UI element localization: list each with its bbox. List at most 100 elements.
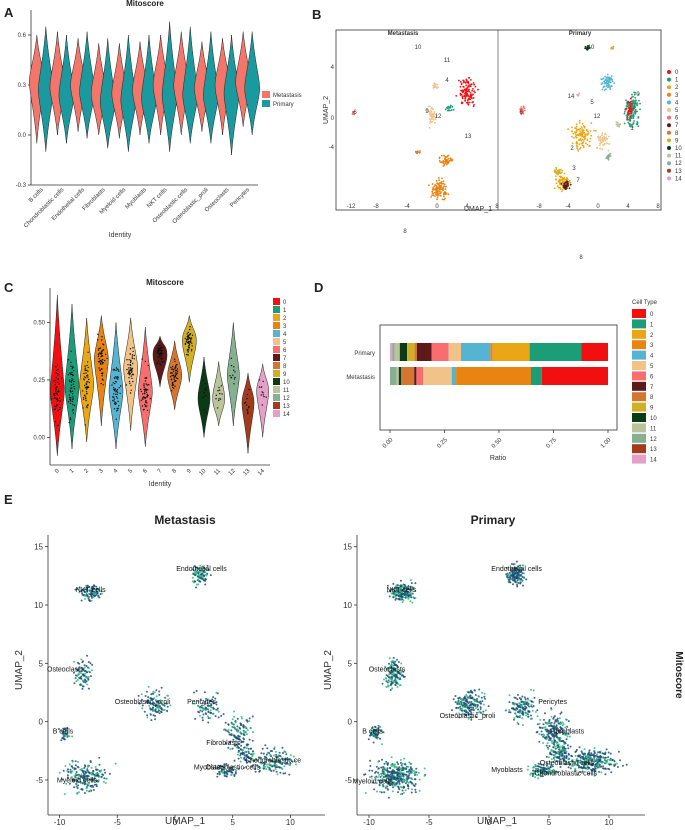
panel-b-point bbox=[574, 133, 577, 135]
panel-e-point bbox=[400, 778, 403, 781]
panel-e-point bbox=[379, 781, 382, 784]
panel-e-point bbox=[549, 730, 552, 732]
panel-e-point bbox=[163, 704, 166, 707]
panel-e-point bbox=[478, 688, 481, 691]
panel-c-point bbox=[86, 405, 88, 407]
panel-b-point bbox=[438, 177, 440, 179]
panel-e-point bbox=[392, 664, 394, 667]
panel-b-point bbox=[430, 196, 432, 198]
panel-e-point bbox=[386, 769, 389, 772]
panel-e-point bbox=[206, 708, 209, 711]
panel-e-point bbox=[223, 766, 225, 769]
panel-c-point bbox=[248, 388, 250, 391]
panel-e-point bbox=[197, 705, 200, 708]
panel-b-point bbox=[557, 186, 560, 189]
panel-b-point bbox=[578, 129, 580, 131]
panel-b-umap-clusters: Metastasis Primary 101141291368012357814… bbox=[323, 29, 682, 261]
panel-e-point bbox=[87, 675, 90, 678]
panel-b-legend-dot bbox=[667, 100, 671, 105]
panel-c-point bbox=[129, 353, 131, 355]
panel-b-point bbox=[631, 123, 633, 126]
panel-d-legend-label: 11 bbox=[650, 426, 657, 432]
panel-c-point bbox=[115, 377, 118, 379]
panel-e-point bbox=[465, 693, 468, 696]
panel-e-point bbox=[563, 730, 566, 733]
panel-b-point bbox=[603, 80, 606, 83]
panel-e-point bbox=[66, 774, 69, 777]
panel-e-point bbox=[251, 754, 254, 757]
panel-c-x-tick-label: 3 bbox=[98, 468, 105, 475]
panel-e-point bbox=[73, 774, 76, 777]
panel-b-legend-label: 1 bbox=[675, 78, 679, 84]
panel-e-point bbox=[85, 776, 87, 779]
panel-c-violin bbox=[256, 363, 269, 438]
panel-e-point bbox=[508, 711, 511, 714]
panel-e-point bbox=[393, 766, 396, 769]
panel-e-point bbox=[412, 769, 415, 772]
panel-c-point bbox=[73, 404, 76, 407]
panel-e-point bbox=[265, 768, 268, 771]
panel-b-point bbox=[605, 136, 607, 139]
panel-b-point bbox=[443, 192, 446, 194]
panel-e-point bbox=[414, 788, 417, 791]
panel-a-title: Mitoscore bbox=[126, 0, 164, 8]
panel-b-point bbox=[442, 180, 445, 183]
panel-e-point bbox=[470, 716, 473, 719]
panel-e-point bbox=[374, 771, 376, 774]
panel-e-point bbox=[386, 681, 389, 684]
panel-b-legend-label: 2 bbox=[675, 85, 679, 91]
panel-b-point bbox=[572, 132, 575, 135]
panel-e-point bbox=[255, 758, 258, 761]
panel-e-point bbox=[85, 665, 88, 667]
panel-c-x-tick-label: 2 bbox=[83, 468, 90, 475]
panel-e-point bbox=[481, 712, 484, 715]
panel-b-point bbox=[567, 128, 569, 131]
panel-e-point bbox=[400, 786, 403, 789]
panel-e-point bbox=[243, 746, 246, 749]
panel-e-point bbox=[405, 770, 408, 773]
panel-e-point bbox=[158, 690, 161, 693]
panel-e-point bbox=[80, 670, 83, 673]
panel-e-point bbox=[76, 669, 79, 672]
panel-e-point bbox=[467, 717, 470, 720]
panel-e-point bbox=[93, 593, 95, 596]
panel-c-legend-swatch bbox=[273, 322, 280, 329]
panel-e-point bbox=[245, 747, 248, 750]
panel-c-point bbox=[54, 381, 57, 384]
panel-e-point bbox=[522, 711, 524, 714]
panel-c-point bbox=[71, 390, 74, 392]
panel-c-point bbox=[97, 355, 100, 358]
panel-b-point bbox=[581, 131, 583, 134]
panel-b-point bbox=[520, 108, 523, 110]
panel-e-point bbox=[220, 714, 223, 717]
panel-e-point bbox=[516, 585, 519, 588]
panel-e-cell-label: Osteoclasts bbox=[47, 667, 84, 674]
panel-b-point bbox=[428, 110, 430, 113]
panel-e-point bbox=[262, 752, 265, 755]
panel-e-point bbox=[155, 701, 158, 703]
panel-e-point bbox=[379, 790, 382, 793]
panel-e-point bbox=[391, 772, 394, 775]
panel-e-point bbox=[201, 710, 204, 713]
panel-e-point bbox=[379, 775, 382, 778]
panel-b-point bbox=[607, 149, 610, 152]
panel-e-point bbox=[85, 787, 88, 790]
panel-c-point bbox=[188, 349, 190, 351]
panel-e-point bbox=[237, 738, 240, 741]
panel-e-point bbox=[388, 676, 390, 679]
panel-e-point bbox=[413, 778, 416, 781]
panel-c-point bbox=[71, 368, 73, 370]
panel-e-point bbox=[205, 574, 208, 577]
panel-b-legend-dot bbox=[667, 70, 671, 74]
panel-e-point bbox=[470, 718, 473, 721]
panel-e-point bbox=[273, 754, 275, 757]
panel-e-point bbox=[540, 733, 543, 736]
panel-e-point bbox=[88, 778, 91, 781]
panel-e-point bbox=[104, 771, 107, 774]
panel-c-point bbox=[87, 404, 89, 407]
panel-e-point bbox=[289, 754, 292, 757]
panel-e-point bbox=[67, 777, 69, 780]
panel-c-point bbox=[82, 407, 84, 409]
panel-e-point bbox=[399, 676, 401, 679]
panel-e-point bbox=[400, 671, 403, 674]
